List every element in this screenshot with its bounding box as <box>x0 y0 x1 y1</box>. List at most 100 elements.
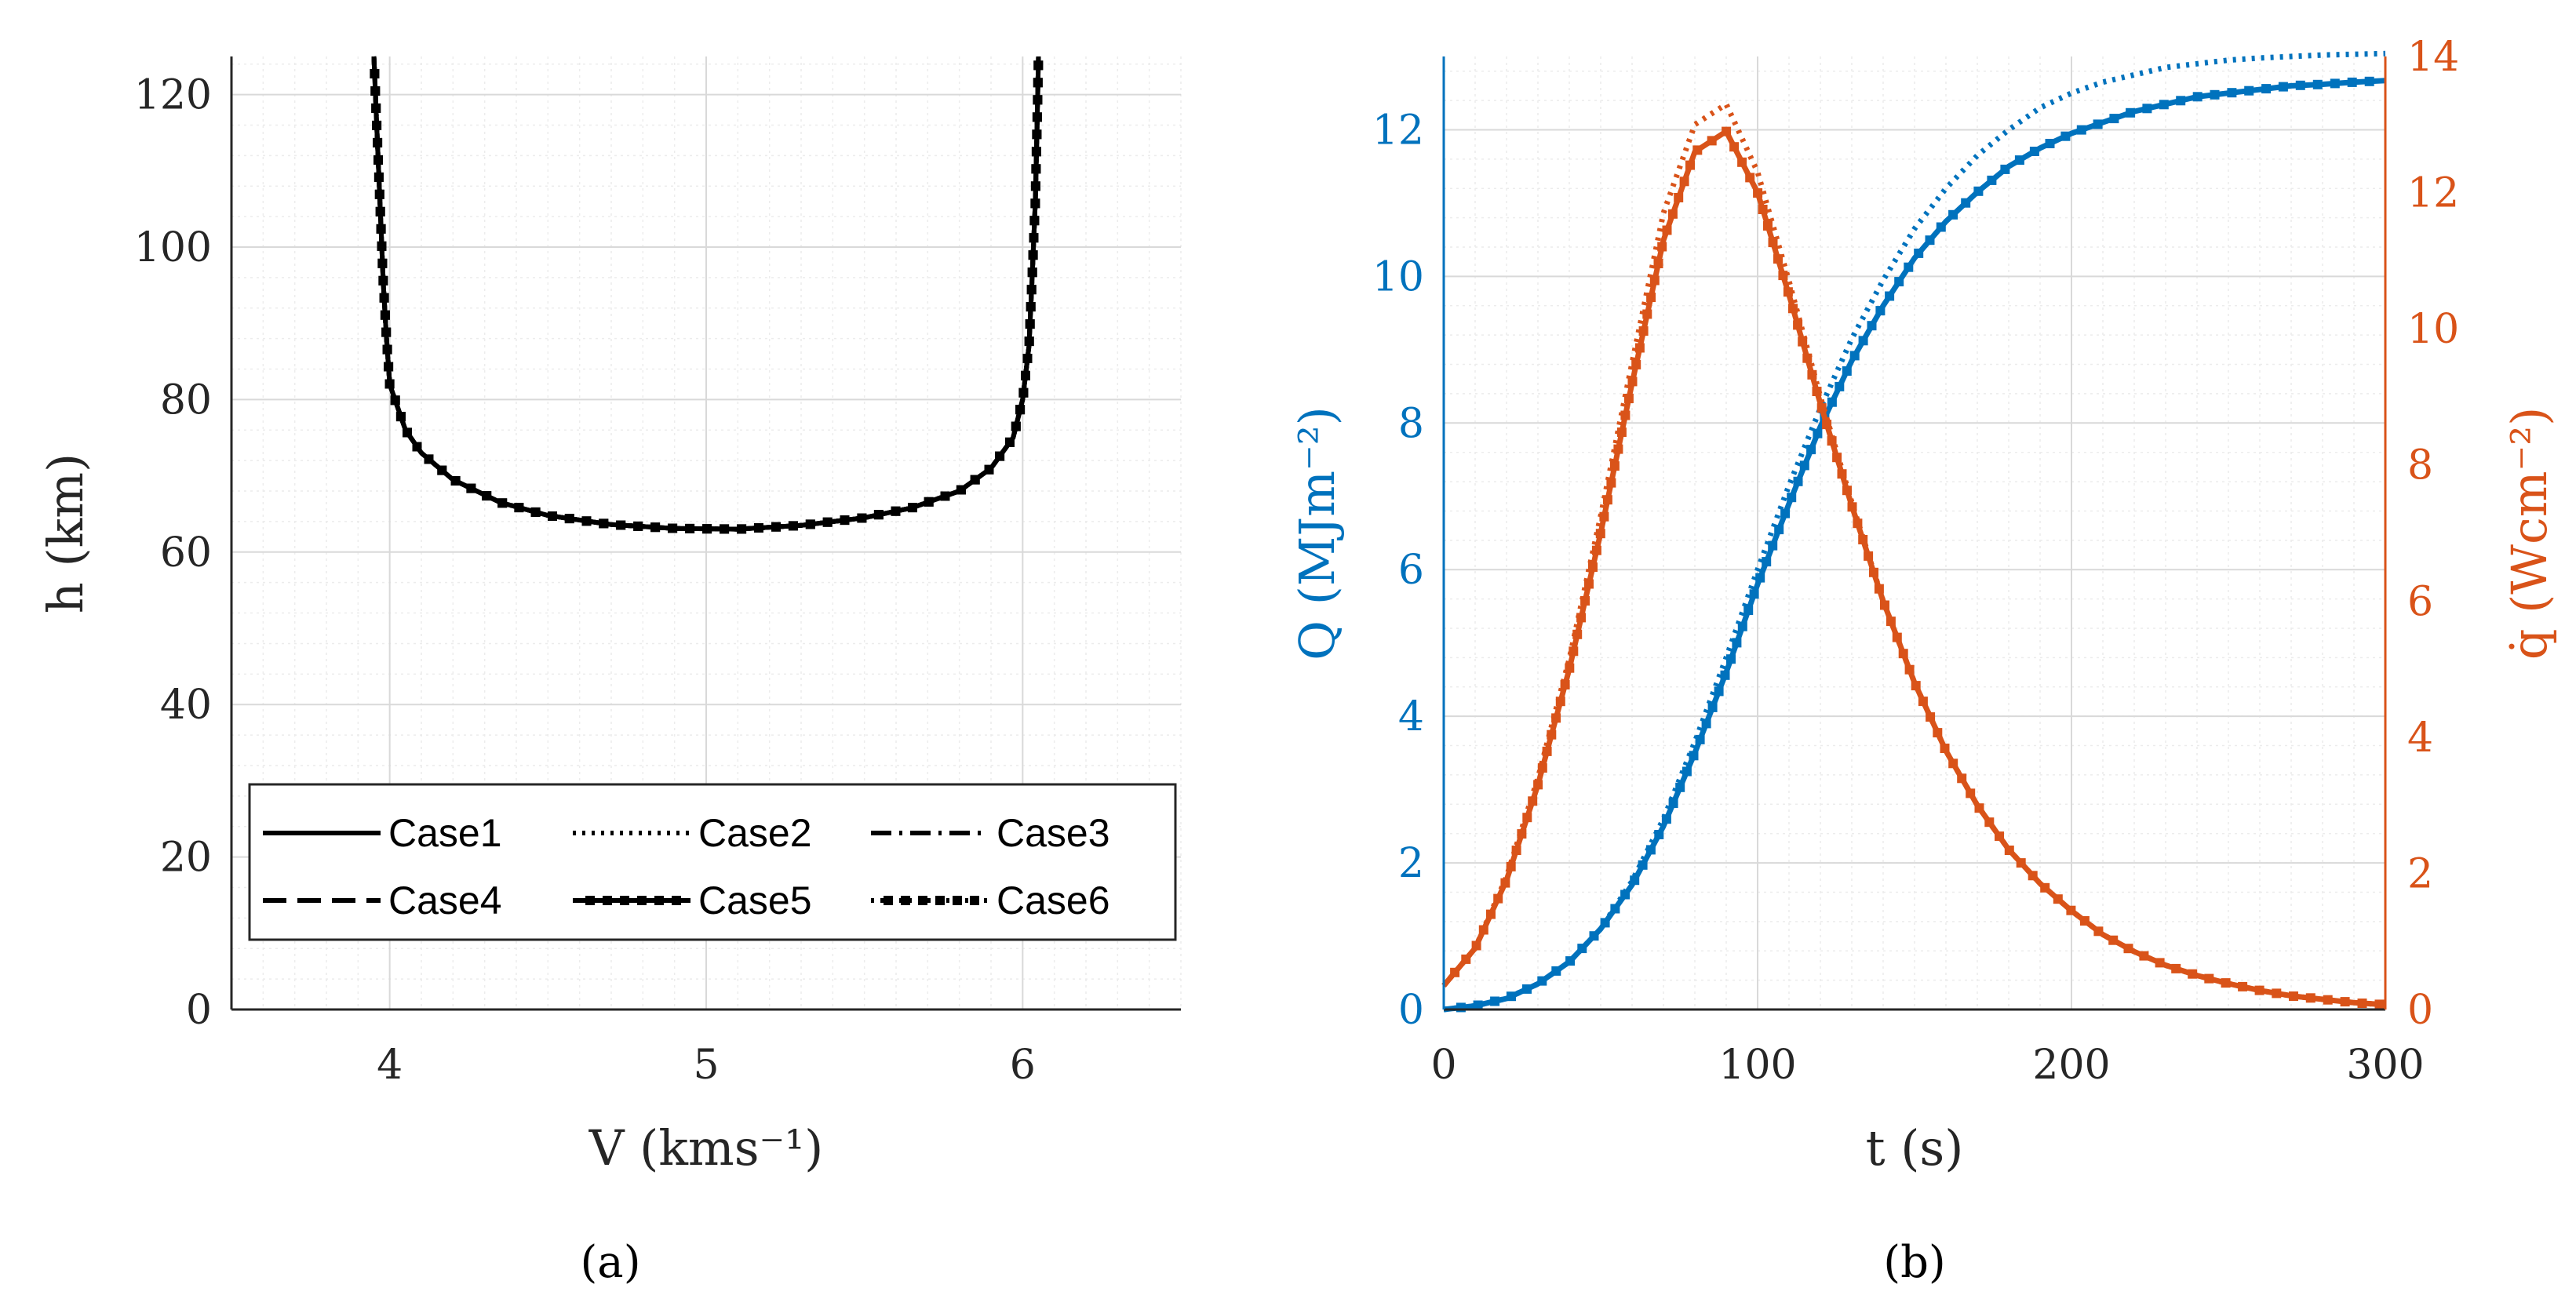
x-tick-label: 200 <box>2032 1042 2110 1089</box>
y-tick-label: 0 <box>186 987 212 1034</box>
series-case6-marker <box>1005 437 1015 447</box>
series-left-solid-square-marker <box>2192 92 2203 102</box>
series-case6-marker <box>891 506 901 516</box>
series-case6-marker <box>1033 95 1043 105</box>
chart-a-axes <box>230 56 1181 1011</box>
series-right-solid-square-marker <box>1793 320 1803 330</box>
series-left-solid-square-marker <box>1780 508 1791 518</box>
series-right-solid-square-marker <box>2066 905 2076 915</box>
y-tick-label: 20 <box>160 835 212 882</box>
series-right-solid-square-marker <box>1627 377 1638 387</box>
series-case6-marker <box>685 523 695 533</box>
series-left-solid-square-marker <box>2330 78 2340 89</box>
series-right-solid-square-marker <box>1653 259 1663 268</box>
series-left-solid-square-marker <box>1707 702 1718 712</box>
y-tick-label: 120 <box>134 72 212 119</box>
left-y-tick-label: 0 <box>1398 987 1424 1034</box>
series-left-solid-square-marker <box>1842 366 1852 376</box>
left-y-tick-label: 6 <box>1398 547 1424 594</box>
series-right-solid-square-marker <box>1533 780 1543 790</box>
series-left-solid-square-marker <box>1961 198 1971 208</box>
series-right-solid-square-marker <box>1827 436 1837 446</box>
series-right-solid-square-marker <box>1667 209 1678 219</box>
legend-swatch-case5-marker <box>654 896 664 905</box>
series-right-solid-square-marker <box>2357 999 2367 1008</box>
chart-b-left-y-ticks: 0 2 4 6 8 10 12 <box>1372 107 1424 1034</box>
series-case6-marker <box>668 523 678 533</box>
chart-b-series <box>1441 50 2386 1013</box>
series-left-solid-square-marker <box>2076 125 2086 135</box>
series-case6-marker <box>424 454 434 464</box>
series-case6-marker <box>373 155 383 165</box>
legend-swatch-case5-marker <box>585 896 595 905</box>
series-case6-marker <box>437 465 447 475</box>
panel-label-b: (b) <box>1883 1237 1946 1288</box>
series-case6-marker <box>1022 354 1033 363</box>
series-case6-marker <box>1025 319 1035 329</box>
series-right-solid-square-marker <box>1595 529 1605 539</box>
series-left-solid-square-marker <box>2244 85 2254 96</box>
series-left-solid-square-marker <box>2176 96 2186 106</box>
series-left-solid-square-marker <box>2312 79 2323 89</box>
series-case6-marker <box>1030 198 1040 209</box>
series-left-solid-square-marker <box>1537 976 1547 986</box>
series-left-solid-square-marker <box>2000 164 2010 174</box>
series-case6-marker <box>1032 129 1042 140</box>
legend-label: Case1 <box>388 811 502 855</box>
chart-a-series <box>370 56 1044 534</box>
series-left-solid-square-marker <box>2045 139 2055 148</box>
chart-a-x-ticks: 4 5 6 <box>377 1042 1036 1089</box>
y-tick-label: 40 <box>160 682 212 729</box>
series-case6-marker <box>1026 285 1037 295</box>
series-right-solid-square-marker <box>1745 173 1755 183</box>
series-left-solid-square-marker <box>1904 262 1914 272</box>
series-case6-marker <box>1031 164 1041 174</box>
series-case6-marker <box>1029 233 1039 243</box>
series-case6-marker <box>702 524 712 534</box>
series-left-solid-square-marker <box>2109 114 2119 124</box>
series-left-solid-square-marker <box>1755 573 1765 583</box>
series-left-solid-square-marker <box>1813 428 1823 438</box>
series-case6-marker <box>1018 387 1029 398</box>
x-tick-label: 4 <box>377 1042 403 1089</box>
series-right-solid-square-marker <box>1692 145 1703 155</box>
series-case6-marker <box>1021 370 1030 380</box>
series-right-solid-square-marker <box>1616 427 1627 437</box>
series-case6-marker <box>450 476 461 486</box>
legend-swatch-case6-marker <box>935 896 945 905</box>
legend-label: Case5 <box>698 879 812 922</box>
y-tick-label: 60 <box>160 529 212 577</box>
right-y-tick-label: 14 <box>2407 34 2459 81</box>
y-tick-label: 100 <box>134 224 212 271</box>
chart-a: 4 5 6 0 20 40 60 80 100 120 V (kms⁻¹) h (km) Cas… <box>37 56 1182 1288</box>
chart-a-y-ticks: 0 20 40 60 80 100 120 <box>134 72 212 1034</box>
series-right-solid-square-marker <box>1606 478 1616 488</box>
series-case6-marker <box>379 293 389 303</box>
legend-swatch-case5-marker <box>672 896 681 905</box>
series-left-solid-square-marker <box>1835 381 1845 391</box>
series-case6-marker <box>380 310 390 320</box>
series-right-solid-square-marker <box>1638 326 1649 336</box>
panel-label-a: (a) <box>580 1237 640 1288</box>
series-case6-marker <box>754 523 763 533</box>
series-case6-marker <box>403 427 412 438</box>
series-right-solid-square-marker <box>1679 176 1689 187</box>
series-case6-marker <box>384 379 395 389</box>
series-left-solid-square-marker <box>1793 476 1803 486</box>
series-case6-marker <box>514 503 524 513</box>
series-case6-marker <box>373 172 384 182</box>
right-y-tick-label: 4 <box>2407 715 2433 762</box>
series-case6-marker <box>370 69 380 78</box>
series-case6-marker <box>956 485 966 495</box>
series-right-solid-square-marker <box>1768 238 1778 248</box>
series-right-solid-square-marker <box>1758 205 1768 214</box>
x-tick-label: 100 <box>1718 1042 1796 1089</box>
series-case6-marker <box>908 503 917 513</box>
series-left-solid-square-marker <box>1726 654 1736 664</box>
series-left-solid-square-marker <box>1668 799 1678 808</box>
series-left-solid-square-marker <box>1799 460 1809 471</box>
series-case6-marker <box>1026 302 1036 312</box>
series-left-solid-square-marker <box>2159 100 2169 110</box>
series-left-solid-square-marker <box>2126 107 2136 118</box>
series-left-solid-square-marker <box>1867 321 1877 331</box>
